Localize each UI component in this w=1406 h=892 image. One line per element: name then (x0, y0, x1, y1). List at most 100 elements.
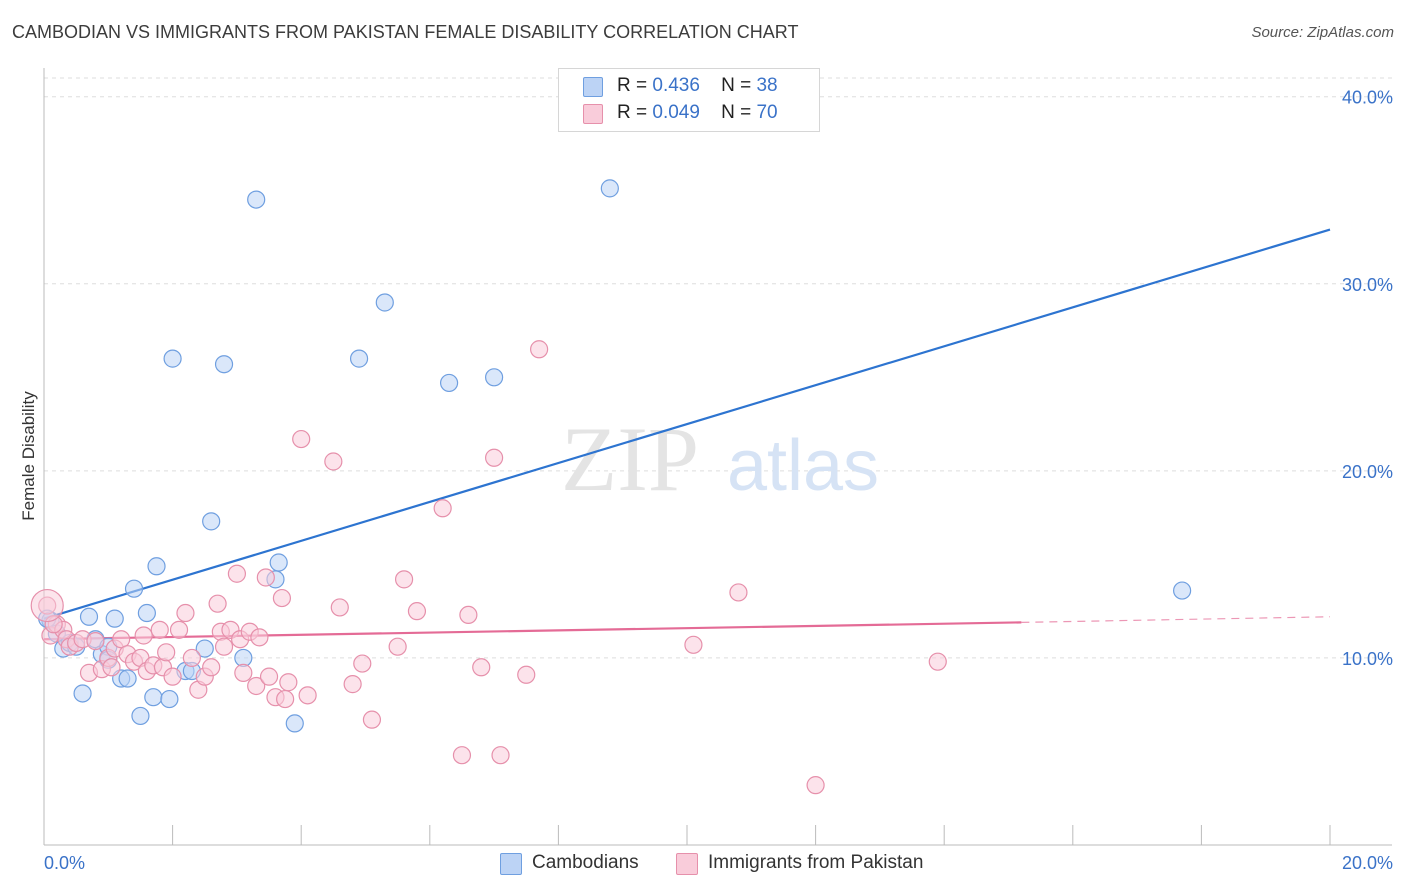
point-cambodians (105, 609, 124, 628)
point-cambodians (73, 684, 92, 703)
point-pakistan (472, 658, 491, 677)
x-tick-label: 0.0% (44, 853, 85, 873)
point-pakistan (250, 628, 269, 647)
point-pakistan (530, 340, 549, 359)
bottom-legend-label: Immigrants from Pakistan (708, 852, 924, 873)
point-cambodians (195, 639, 214, 658)
point-pakistan (806, 776, 825, 795)
point-cambodians (1173, 581, 1192, 600)
point-pakistan (394, 570, 414, 589)
point-pakistan (102, 658, 121, 677)
point-cambodians (118, 669, 137, 688)
point-pakistan (353, 654, 372, 673)
point-pakistan (362, 710, 382, 729)
point-pakistan (182, 648, 201, 668)
legend-r-value: 0.436 (652, 75, 700, 96)
legend-n-value: 38 (756, 75, 778, 96)
point-pakistan (729, 583, 748, 602)
point-pakistan (202, 658, 221, 677)
point-cambodians (147, 557, 166, 576)
watermark: ZIP atlas (561, 408, 879, 510)
point-pakistan (491, 746, 510, 765)
point-pakistan (256, 568, 275, 587)
point-pakistan (388, 637, 407, 656)
bottom-swatch-pink (676, 853, 698, 875)
axes (43, 68, 1392, 846)
legend-swatch-pink (583, 104, 603, 124)
point-cambodians (137, 603, 156, 623)
x-tick-label: 20.0% (1342, 853, 1393, 873)
point-pakistan (292, 429, 311, 449)
trend-line-pakistan-extension (1021, 616, 1331, 623)
point-cambodians (269, 553, 288, 572)
trend-line-pakistan (43, 621, 1022, 641)
point-cambodians (124, 579, 144, 598)
point-pakistan (163, 667, 182, 686)
bottom-legend-label: Cambodians (532, 852, 639, 873)
point-pakistan (176, 603, 195, 623)
point-pakistan (324, 452, 343, 471)
y-tick-label: 10.0% (1342, 649, 1393, 669)
point-pakistan (330, 598, 349, 617)
watermark-atlas: atlas (727, 426, 879, 506)
point-pakistan (259, 667, 279, 686)
point-pakistan-large (30, 588, 64, 623)
point-pakistan (928, 652, 947, 671)
point-pakistan (214, 637, 234, 656)
bottom-swatch-blue (500, 853, 522, 875)
legend-r-label: R = (617, 75, 648, 96)
axis-labels: 10.0% 20.0% 30.0% 40.0% 0.0% 20.0% Female Disa… (19, 88, 1393, 873)
point-pakistan (433, 499, 452, 518)
point-pakistan (134, 626, 153, 645)
legend-r-value: 0.049 (652, 102, 700, 123)
point-cambodians (214, 355, 234, 374)
legend-swatch-blue (583, 77, 603, 97)
point-pakistan (86, 631, 105, 651)
point-cambodians (485, 368, 504, 387)
point-pakistan (112, 630, 131, 649)
point-pakistan (227, 564, 246, 583)
point-pakistan (343, 675, 362, 694)
legend-n-value: 70 (756, 102, 778, 123)
point-pakistan (407, 602, 427, 621)
trend-lines (43, 228, 1331, 641)
point-pakistan (208, 594, 227, 613)
point-pakistan (684, 635, 703, 654)
point-cambodians (144, 688, 163, 707)
point-pakistan (169, 620, 189, 639)
y-tick-label: 40.0% (1342, 88, 1393, 108)
point-cambodians (131, 706, 150, 726)
point-cambodians (439, 373, 459, 393)
stats-legend: R = 0.436 N = 38 R = 0.049 N = 70 (558, 68, 820, 132)
data-points (30, 179, 1192, 795)
point-pakistan (150, 620, 169, 639)
point-pakistan (276, 689, 295, 709)
point-cambodians (247, 190, 266, 209)
point-pakistan (157, 643, 176, 662)
y-axis-title: Female Disability (19, 391, 38, 521)
grid (44, 77, 1392, 659)
point-pakistan (234, 663, 253, 682)
point-cambodians (600, 179, 619, 198)
point-cambodians (79, 607, 99, 626)
trend-line-cambodians (43, 228, 1331, 620)
point-pakistan (485, 448, 504, 467)
point-cambodians (285, 714, 304, 733)
point-pakistan (517, 665, 536, 684)
legend-r-label: R = (617, 102, 648, 123)
point-pakistan (279, 673, 298, 692)
y-tick-label: 30.0% (1342, 275, 1393, 295)
point-pakistan (272, 588, 292, 608)
y-tick-label: 20.0% (1342, 462, 1393, 482)
point-pakistan (452, 746, 472, 765)
source-label: Source: ZipAtlas.com (1251, 24, 1394, 41)
point-cambodians (163, 349, 182, 368)
watermark-zip: ZIP (561, 408, 699, 510)
point-pakistan (298, 686, 317, 705)
point-cambodians (202, 512, 221, 531)
chart-title: CAMBODIAN VS IMMIGRANTS FROM PAKISTAN FE… (12, 22, 799, 42)
point-cambodians (160, 689, 179, 709)
legend-n-label: N = (721, 75, 752, 96)
legend-n-label: N = (721, 102, 752, 123)
